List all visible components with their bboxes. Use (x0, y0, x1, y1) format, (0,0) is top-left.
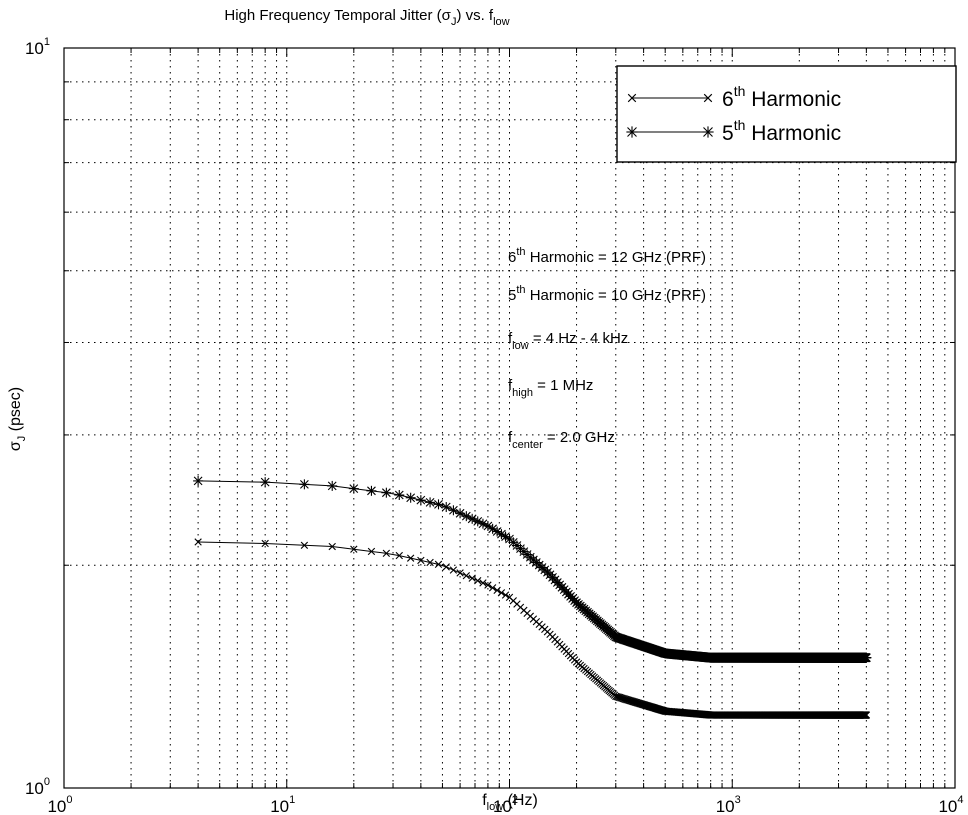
annotation-2: 5th Harmonic = 10 GHz (PRF) (508, 284, 706, 304)
y-axis-label: σJ (psec) (7, 387, 28, 451)
data-point (493, 586, 501, 595)
data-point (417, 556, 425, 565)
annotation-1: 6th Harmonic = 12 GHz (PRF) (508, 246, 706, 266)
data-point (474, 576, 482, 585)
data-point (501, 591, 510, 599)
x-tick-label: 104 (938, 794, 963, 815)
grid-lines (64, 48, 955, 788)
data-point (462, 571, 471, 580)
data-point (261, 539, 269, 548)
data-point (299, 479, 310, 490)
x-tick-label: 101 (270, 794, 295, 815)
data-point (328, 542, 336, 551)
data-point (442, 563, 450, 571)
series-layer (193, 475, 872, 719)
legend-marker (626, 126, 638, 138)
x-tick-label: 102 (493, 794, 518, 815)
data-point (300, 541, 309, 549)
y-tick-label: 100 (25, 776, 50, 798)
data-point (484, 581, 492, 589)
data-point (395, 551, 403, 560)
data-point (426, 558, 434, 567)
data-point (497, 589, 506, 597)
x-tick-label: 103 (716, 794, 741, 815)
data-point (260, 477, 271, 488)
data-point (382, 549, 391, 558)
data-point (366, 485, 377, 496)
series-1 (194, 538, 871, 719)
data-point (394, 490, 405, 501)
legend-marker (702, 126, 714, 138)
data-point (381, 487, 392, 498)
y-tick-label: 101 (25, 36, 50, 58)
data-point (194, 538, 202, 546)
chart-title: High Frequency Temporal Jitter (σJ) vs. … (224, 7, 509, 28)
data-point (348, 483, 359, 494)
data-point (449, 566, 458, 574)
data-point (405, 492, 416, 503)
data-point (468, 574, 476, 582)
data-point (434, 560, 443, 569)
data-point (367, 547, 376, 556)
data-point (406, 554, 415, 562)
legend-box (616, 65, 957, 163)
data-point (488, 584, 497, 592)
data-point (425, 497, 436, 508)
data-point (479, 579, 487, 587)
data-point (350, 545, 358, 553)
axis-tick-labels: 100 101 102 103 104 100 101 (25, 36, 964, 815)
data-point (193, 475, 204, 486)
x-axis-label: flow (Hz) (482, 792, 538, 813)
data-point (456, 569, 464, 577)
data-point (327, 480, 338, 491)
data-point (861, 652, 872, 663)
x-tick-label: 100 (47, 794, 72, 815)
data-point (415, 495, 426, 506)
data-point (433, 499, 444, 510)
